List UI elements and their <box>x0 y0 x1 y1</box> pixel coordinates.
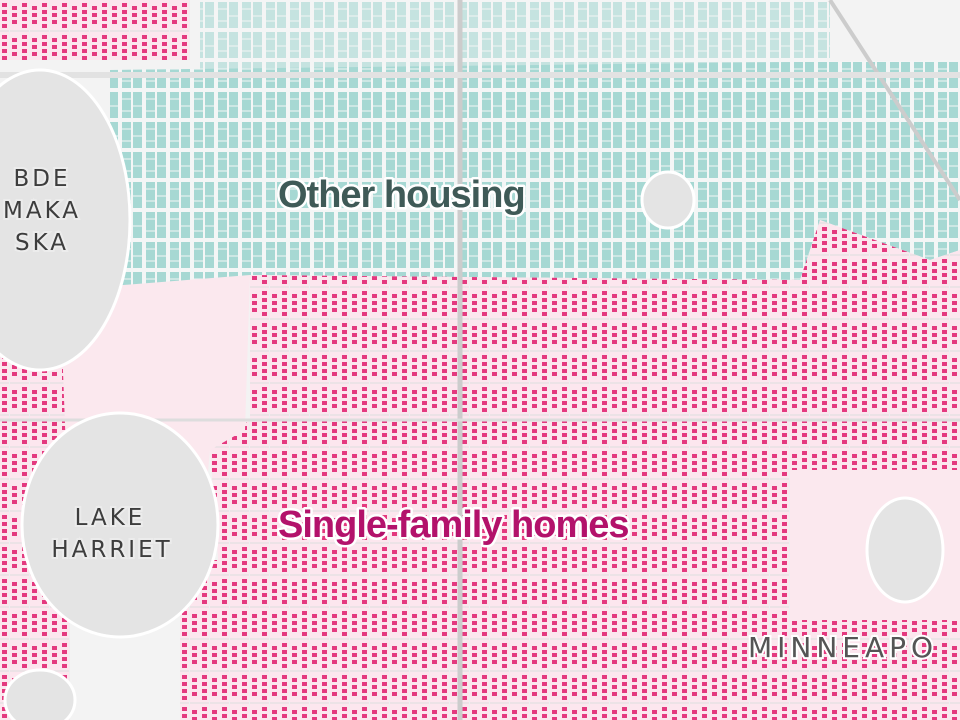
legend-single-family: Single-family homes <box>278 504 629 546</box>
highway <box>828 0 960 202</box>
lake <box>0 68 132 372</box>
lake <box>640 170 696 230</box>
lake <box>20 411 220 639</box>
city-label: MINNEAPO <box>748 631 938 664</box>
other-housing-area <box>110 60 960 300</box>
lake-label: SKA <box>15 230 69 256</box>
other-housing-area <box>200 0 830 70</box>
lake-label: LAKE <box>75 505 146 531</box>
single-family-area <box>210 220 960 720</box>
single-family-area <box>0 0 190 60</box>
lake-label: BDE <box>13 166 70 192</box>
lake-label: HARRIET <box>51 537 172 563</box>
lake-label: MAKA <box>3 198 81 224</box>
legend-other-housing: Other housing <box>278 174 525 216</box>
lake <box>3 668 77 720</box>
lake <box>865 496 945 604</box>
